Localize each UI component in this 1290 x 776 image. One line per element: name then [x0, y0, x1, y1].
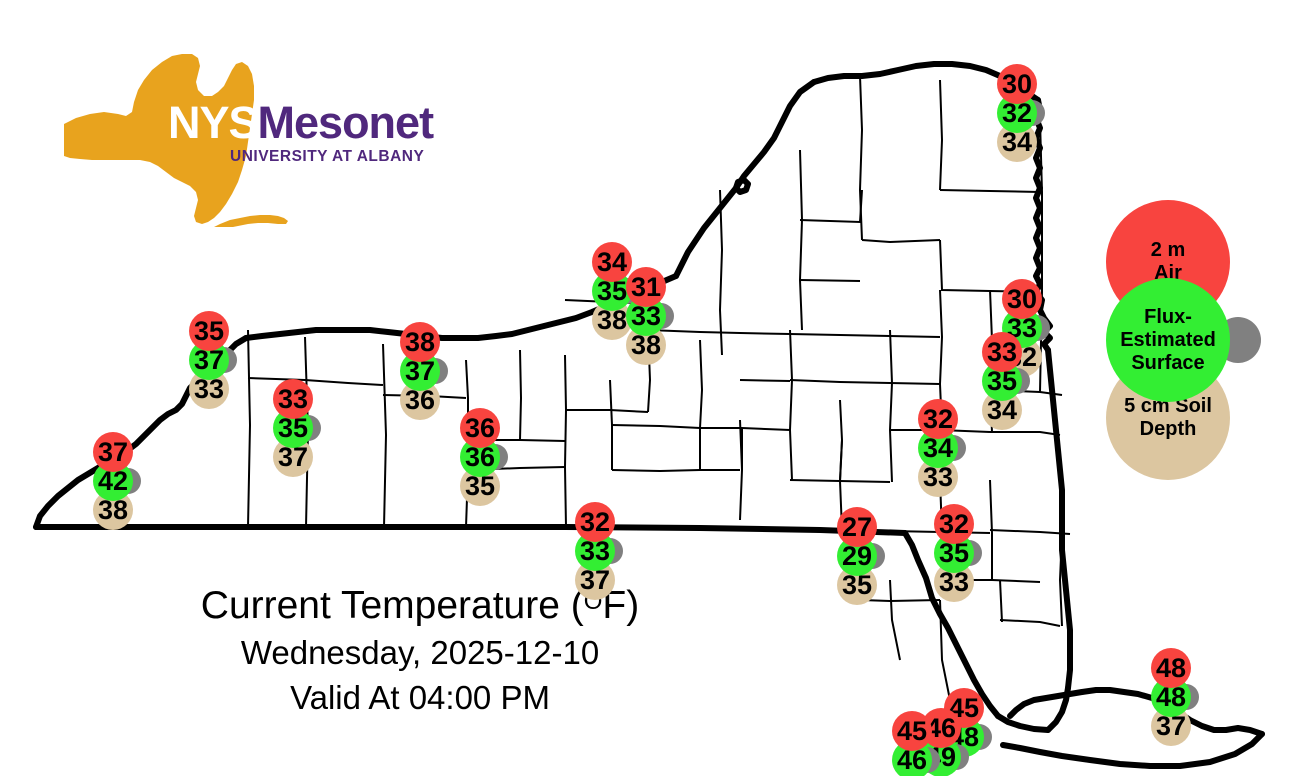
station-air-temp: 36	[460, 408, 500, 448]
logo-wordmark: NYSMesonet UNIVERSITY AT ALBANY	[168, 97, 434, 166]
nys-mesonet-logo: NYSMesonet UNIVERSITY AT ALBANY	[46, 52, 434, 227]
station-air-temp: 31	[626, 267, 666, 307]
station-air-temp: 27	[837, 507, 877, 547]
logo-university-text: UNIVERSITY AT ALBANY	[230, 148, 425, 165]
valid-time-line: Valid At 04:00 PM	[290, 679, 550, 716]
legend-flux-label-3: Surface	[1131, 351, 1205, 374]
date-line: Wednesday, 2025-12-10	[240, 634, 600, 671]
title-block: Current Temperature (OF) Wednesday, 2025…	[0, 578, 840, 720]
station-air-temp: 30	[997, 64, 1037, 104]
station-air-temp: 30	[1002, 279, 1042, 319]
station-flux-surface-temp: 35	[273, 408, 313, 448]
legend-soil-label-1: 5 cm Soil	[1124, 395, 1212, 417]
logo-nys-text: NYS	[168, 97, 259, 148]
new-york-state-silhouette-icon	[64, 54, 288, 227]
legend: 2 m Air Flux- Estimated Surface 5 cm Soi…	[1075, 200, 1275, 550]
station-soil-temp: 33	[918, 457, 958, 497]
station-air-temp: 34	[592, 242, 632, 282]
station-air-temp: 38	[400, 322, 440, 362]
legend-flux-label-1: Flux-	[1144, 305, 1192, 328]
legend-soil-label-2: Depth	[1139, 418, 1197, 440]
station-air-temp: 33	[273, 379, 313, 419]
station-air-temp: 45	[892, 711, 932, 751]
legend-flux-label-2: Estimated	[1120, 328, 1216, 351]
station-air-temp: 37	[93, 432, 133, 472]
station-air-temp: 48	[1151, 648, 1191, 688]
logo-mesonet-text: Mesonet	[257, 97, 435, 148]
station-air-temp: 32	[934, 504, 974, 544]
page-title: Current Temperature (OF)	[0, 578, 840, 630]
station-air-temp: 35	[189, 311, 229, 351]
station-air-temp: 32	[918, 399, 958, 439]
station-air-temp: 33	[982, 332, 1022, 372]
legend-flux-circle: Flux- Estimated Surface	[1106, 278, 1230, 402]
legend-air-label-1: 2 m	[1150, 239, 1186, 261]
station-air-temp: 32	[575, 502, 615, 542]
title-prefix: Current Temperature (	[200, 584, 584, 627]
